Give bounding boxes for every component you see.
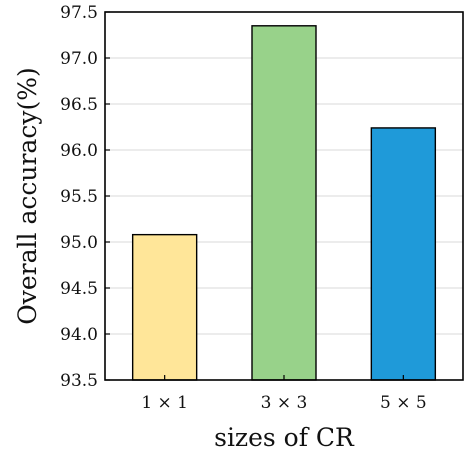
x-axis-title: sizes of CR bbox=[214, 423, 355, 452]
y-tick-label: 94.0 bbox=[60, 325, 98, 345]
x-tick-labels: 1 × 1 3 × 3 5 × 5 bbox=[141, 375, 427, 413]
y-tick-label: 96.5 bbox=[60, 95, 98, 115]
x-tick-label: 1 × 1 bbox=[141, 393, 188, 413]
y-tick-label: 95.0 bbox=[60, 233, 98, 253]
y-axis-title: Overall accuracy(%) bbox=[13, 67, 42, 324]
y-tick-label: 97.5 bbox=[60, 3, 98, 23]
y-tick-label: 96.0 bbox=[60, 141, 98, 161]
y-tick-label: 94.5 bbox=[60, 279, 98, 299]
y-tick-label: 93.5 bbox=[60, 371, 98, 391]
y-ticks: 93.5 94.0 94.5 95.0 95.5 96.0 96.5 97.0 97.5 bbox=[60, 3, 110, 391]
y-tick-label: 95.5 bbox=[60, 187, 98, 207]
y-tick-label: 97.0 bbox=[60, 49, 98, 69]
x-tick-label: 5 × 5 bbox=[380, 393, 427, 413]
bar bbox=[370, 127, 437, 381]
bar bbox=[251, 25, 317, 381]
x-tick-label: 3 × 3 bbox=[261, 393, 308, 413]
bars bbox=[131, 25, 437, 381]
bar bbox=[131, 233, 198, 381]
